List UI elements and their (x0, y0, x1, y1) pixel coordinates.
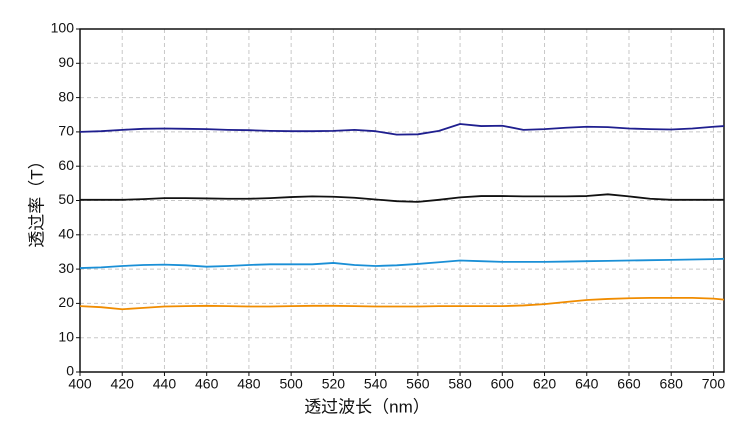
x-tick-label: 560 (406, 376, 430, 392)
y-tick-label: 80 (58, 88, 74, 104)
x-tick-label: 460 (195, 376, 219, 392)
x-tick-label: 600 (491, 376, 515, 392)
x-tick-label: 500 (279, 376, 303, 392)
y-tick-label: 40 (58, 226, 74, 242)
x-tick-label: 400 (68, 376, 92, 392)
x-tick-label: 640 (575, 376, 599, 392)
y-tick-label: 20 (58, 294, 74, 310)
x-tick-label: 520 (322, 376, 346, 392)
y-tick-label: 10 (58, 328, 74, 344)
y-tick-label: 30 (58, 260, 74, 276)
series-line (79, 123, 725, 136)
x-tick-label: 660 (617, 376, 641, 392)
x-tick-label: 620 (533, 376, 557, 392)
y-axis-title: 透过率（T） (27, 152, 46, 247)
x-axis-title: 透过波长（nm） (304, 397, 430, 416)
y-tick-label: 100 (51, 20, 75, 36)
x-tick-label: 480 (237, 376, 261, 392)
x-tick-label: 700 (702, 376, 726, 392)
y-tick-label: 70 (58, 123, 74, 139)
x-tick-label: 580 (448, 376, 472, 392)
y-tick-label: 60 (58, 157, 74, 173)
x-tick-label: 420 (111, 376, 135, 392)
y-tick-label: 0 (66, 363, 74, 379)
series-line (80, 193, 724, 203)
y-tick-label: 50 (58, 191, 74, 207)
x-tick-label: 440 (153, 376, 177, 392)
series-line (79, 297, 725, 311)
x-tick-label: 680 (660, 376, 684, 392)
x-tick-label: 540 (364, 376, 388, 392)
y-tick-label: 90 (58, 54, 74, 70)
series-line (79, 257, 725, 269)
